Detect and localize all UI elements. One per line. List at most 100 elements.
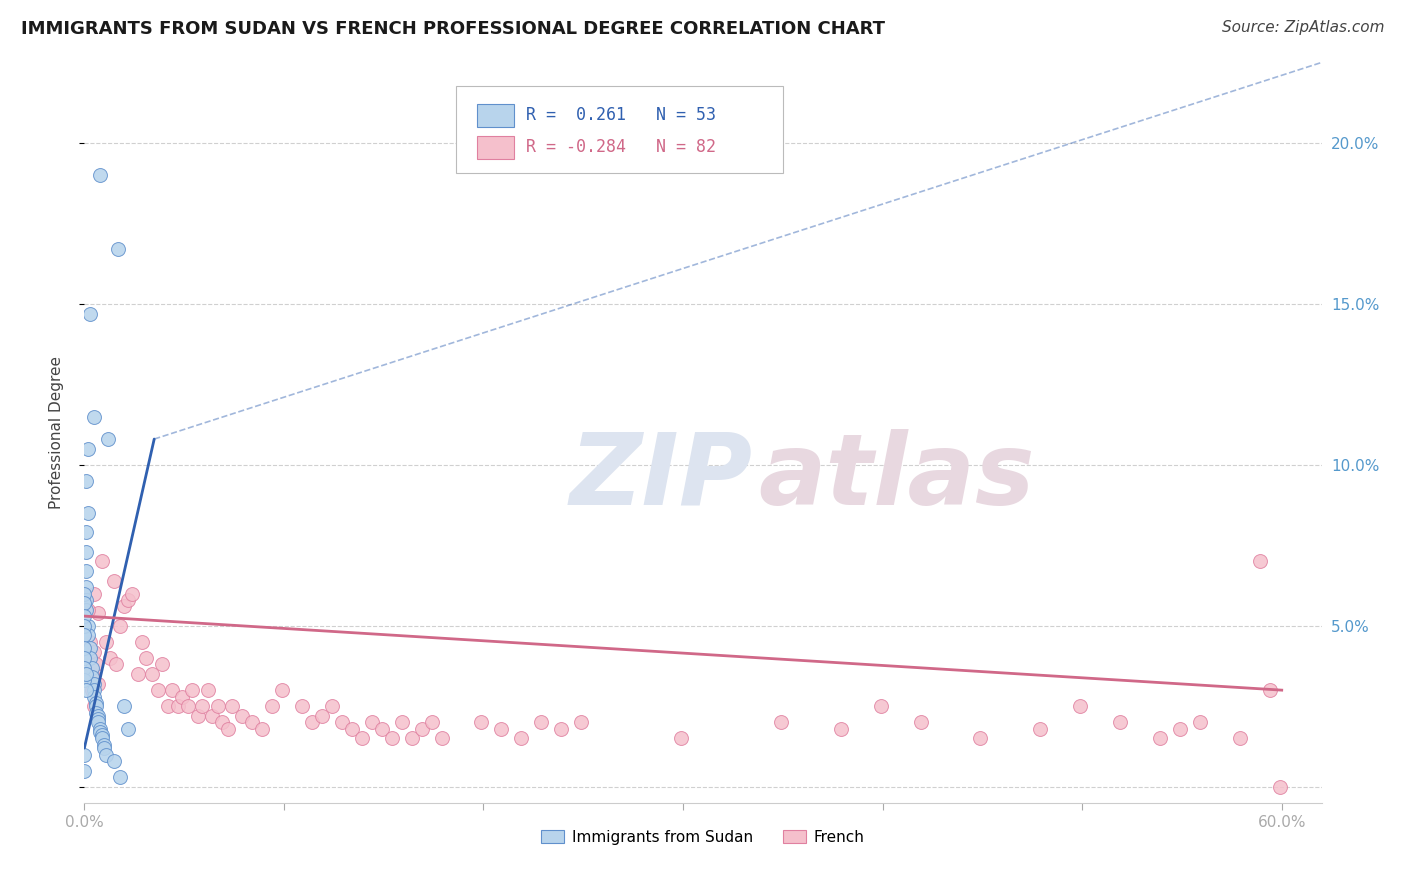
Point (181, 683, 204, 698)
Point (330, 715, 353, 730)
Point (83, 683, 105, 698)
Point (91, 731, 114, 746)
Point (1188, 715, 1211, 730)
Point (79, 651, 101, 665)
Point (77, 628, 100, 642)
Point (340, 722, 363, 736)
Point (73, 586, 96, 600)
Point (187, 709, 209, 723)
Text: R = -0.284   N = 82: R = -0.284 N = 82 (526, 138, 716, 156)
Point (167, 699, 190, 714)
Point (87, 709, 110, 723)
FancyBboxPatch shape (477, 136, 513, 159)
Point (301, 715, 323, 730)
Point (157, 699, 180, 714)
Point (79, 651, 101, 665)
Point (86, 657, 108, 672)
Point (83, 409, 105, 424)
Point (769, 715, 792, 730)
Point (73, 660, 96, 674)
Point (73, 764, 96, 778)
Point (87, 712, 110, 726)
Point (86, 706, 108, 720)
Point (550, 722, 572, 736)
Point (110, 770, 132, 784)
Point (77, 506, 100, 520)
Point (969, 731, 991, 746)
Point (75, 564, 97, 578)
Point (110, 619, 132, 633)
Y-axis label: Professional Degree: Professional Degree (49, 356, 63, 509)
Point (82, 667, 104, 681)
Point (141, 667, 163, 681)
Point (910, 715, 932, 730)
Point (83, 690, 105, 704)
Point (73, 673, 96, 688)
Point (75, 593, 97, 607)
Point (291, 699, 314, 714)
Point (117, 722, 139, 736)
Legend: Immigrants from Sudan, French: Immigrants from Sudan, French (536, 823, 870, 851)
Point (75, 667, 97, 681)
Point (201, 709, 224, 723)
Point (830, 722, 852, 736)
Point (79, 306, 101, 320)
Point (91, 554, 114, 568)
Point (96, 747, 118, 762)
Point (75, 602, 97, 616)
Point (1109, 715, 1132, 730)
Point (401, 731, 423, 746)
Point (89, 722, 111, 736)
Point (83, 586, 105, 600)
Point (77, 602, 100, 616)
Text: ZIP: ZIP (569, 428, 752, 525)
Point (73, 641, 96, 656)
Point (117, 593, 139, 607)
Point (1168, 722, 1191, 736)
Point (105, 657, 128, 672)
Point (1258, 683, 1281, 698)
Point (75, 474, 97, 488)
Point (360, 715, 382, 730)
Point (1249, 554, 1271, 568)
Point (207, 699, 229, 714)
Point (86, 699, 108, 714)
Point (231, 709, 253, 723)
Point (510, 731, 533, 746)
Point (73, 619, 96, 633)
Point (669, 731, 692, 746)
Point (197, 683, 219, 698)
Point (98, 651, 121, 665)
Point (91, 728, 114, 742)
Point (470, 715, 492, 730)
Point (121, 586, 143, 600)
Point (150, 657, 173, 672)
Point (112, 599, 135, 614)
Point (311, 709, 333, 723)
Point (83, 676, 105, 690)
Point (217, 722, 239, 736)
Point (131, 635, 153, 649)
FancyBboxPatch shape (456, 87, 783, 173)
Point (148, 683, 170, 698)
Point (79, 635, 101, 649)
Point (89, 168, 111, 182)
Point (569, 715, 592, 730)
Point (73, 628, 96, 642)
Point (73, 596, 96, 610)
Point (75, 525, 97, 540)
Point (89, 725, 111, 739)
Point (211, 715, 233, 730)
Text: atlas: atlas (759, 428, 1035, 525)
Point (411, 722, 433, 736)
Point (869, 699, 891, 714)
Point (221, 699, 243, 714)
Point (530, 715, 553, 730)
Point (391, 715, 413, 730)
Point (73, 609, 96, 624)
Text: R =  0.261   N = 53: R = 0.261 N = 53 (526, 106, 716, 124)
Point (271, 683, 294, 698)
Point (370, 722, 392, 736)
Text: IMMIGRANTS FROM SUDAN VS FRENCH PROFESSIONAL DEGREE CORRELATION CHART: IMMIGRANTS FROM SUDAN VS FRENCH PROFESSI… (21, 20, 886, 37)
Point (430, 731, 453, 746)
